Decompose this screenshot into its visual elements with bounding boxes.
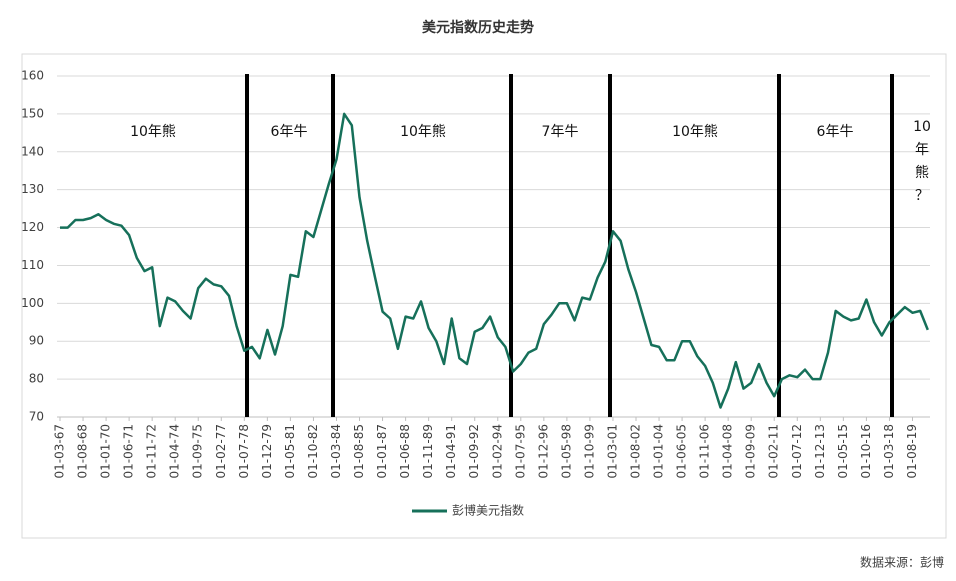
annotation: 10年熊 bbox=[400, 124, 446, 140]
x-tick-label: 01-12-79 bbox=[260, 424, 274, 478]
data-line bbox=[60, 112, 929, 409]
x-tick-label: 01-07-95 bbox=[513, 424, 527, 478]
y-tick-label: 130 bbox=[21, 182, 44, 196]
x-tick-label: 01-05-15 bbox=[836, 424, 850, 478]
x-tick-label: 01-02-94 bbox=[490, 424, 504, 478]
x-tick-label: 01-11-06 bbox=[698, 424, 712, 478]
annotation: 10年熊 bbox=[672, 124, 718, 140]
x-tick-label: 01-08-02 bbox=[629, 424, 643, 478]
x-tick-label: 01-09-09 bbox=[744, 424, 758, 478]
x-tick-label: 01-08-85 bbox=[352, 424, 366, 478]
x-tick-label: 01-07-78 bbox=[237, 424, 251, 478]
x-tick-label: 01-06-88 bbox=[398, 424, 412, 478]
x-tick-label: 01-10-82 bbox=[306, 424, 320, 478]
annotation: ？ bbox=[915, 188, 929, 204]
annotation: 10 bbox=[913, 119, 931, 135]
legend-label: 彭博美元指数 bbox=[452, 503, 524, 518]
x-tick-label: 01-03-67 bbox=[53, 424, 67, 478]
x-tick-label: 01-08-68 bbox=[76, 424, 90, 478]
x-tick-label: 01-03-18 bbox=[882, 424, 896, 478]
annotation: 6年牛 bbox=[817, 124, 854, 140]
y-tick-label: 80 bbox=[29, 372, 44, 386]
x-tick-label: 01-04-91 bbox=[444, 424, 458, 478]
y-tick-label: 160 bbox=[21, 69, 44, 83]
y-tick-label: 110 bbox=[21, 258, 44, 272]
y-tick-label: 120 bbox=[21, 220, 44, 234]
x-tick-label: 01-02-11 bbox=[767, 424, 781, 478]
x-tick-label: 01-10-16 bbox=[859, 424, 873, 478]
y-tick-label: 90 bbox=[29, 334, 44, 348]
x-tick-label: 01-01-04 bbox=[652, 424, 666, 478]
x-tick-label: 01-01-70 bbox=[99, 424, 113, 478]
x-tick-label: 01-01-87 bbox=[375, 424, 389, 478]
x-tick-label: 01-04-74 bbox=[168, 424, 182, 478]
annotation: 熊 bbox=[915, 165, 929, 181]
annotation: 6年牛 bbox=[271, 124, 308, 140]
y-tick-label: 150 bbox=[21, 106, 44, 120]
source-note: 数据来源：彭博 bbox=[860, 555, 944, 570]
x-tick-label: 01-12-13 bbox=[813, 424, 827, 478]
x-tick-label: 01-06-05 bbox=[675, 424, 689, 478]
x-tick-label: 01-09-75 bbox=[191, 424, 205, 478]
y-tick-label: 100 bbox=[21, 296, 44, 310]
x-tick-label: 01-12-96 bbox=[536, 424, 550, 478]
chart-title: 美元指数历史走势 bbox=[422, 19, 534, 36]
x-tick-label: 01-07-12 bbox=[790, 424, 804, 478]
annotation: 10年熊 bbox=[130, 124, 176, 140]
x-tick-label: 01-04-08 bbox=[721, 424, 735, 478]
chart-frame bbox=[21, 53, 947, 539]
x-tick-label: 01-09-92 bbox=[467, 424, 481, 478]
y-tick-label: 70 bbox=[29, 410, 44, 424]
x-tick-label: 01-11-72 bbox=[145, 424, 159, 478]
annotation: 年 bbox=[915, 142, 929, 158]
x-tick-label: 01-08-19 bbox=[905, 424, 919, 478]
x-tick-label: 01-05-81 bbox=[283, 424, 297, 478]
x-tick-label: 01-03-01 bbox=[605, 424, 619, 478]
y-tick-label: 140 bbox=[21, 144, 44, 158]
x-tick-label: 01-02-77 bbox=[214, 424, 228, 478]
x-tick-label: 01-03-84 bbox=[329, 424, 343, 478]
x-tick-label: 01-05-98 bbox=[559, 424, 573, 478]
annotation: 7年牛 bbox=[542, 124, 579, 140]
x-tick-label: 01-06-71 bbox=[122, 424, 136, 478]
x-tick-label: 01-11-89 bbox=[421, 424, 435, 478]
x-tick-label: 01-10-99 bbox=[582, 424, 596, 478]
